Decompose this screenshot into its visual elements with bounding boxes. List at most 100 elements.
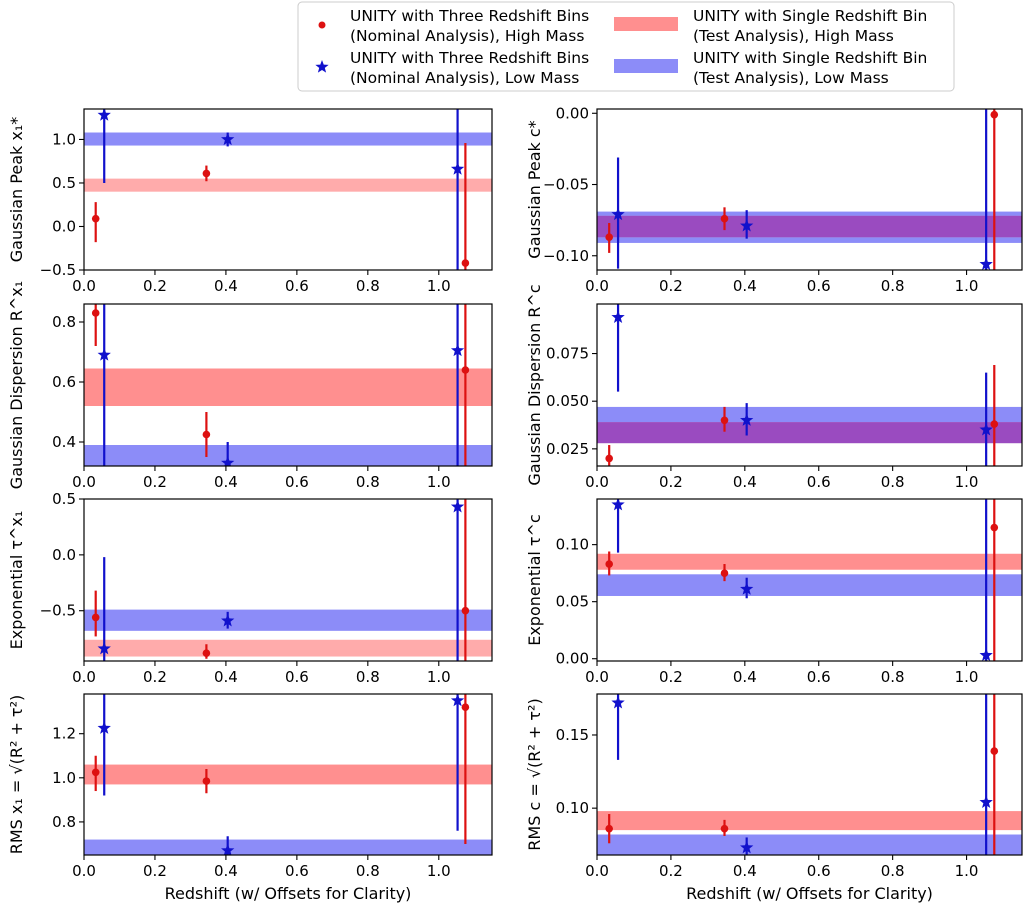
legend-label-low-mass-bins-line2: (Nominal Analysis), Low Mass [350,69,579,87]
data-point-low-mass [221,843,235,855]
y-tick-label: 0.025 [546,440,589,458]
x-tick-label: 0.4 [214,473,238,491]
y-tick-label: 0.075 [546,345,589,363]
x-tick-label: 0.8 [356,862,380,880]
x-tick-label: 0.2 [659,277,683,295]
axes-frame [83,303,493,467]
plot-area [84,694,492,855]
axes-frame [596,303,1023,467]
x-tick-label: 0.2 [143,668,167,686]
band-low-mass [84,609,492,631]
legend-swatch-low-mass-single-bin [614,59,678,73]
y-tick-label: −0.10 [543,247,589,265]
y-tick-label: 0.10 [556,799,589,817]
legend-label-low-mass-single-bin-line2: (Test Analysis), Low Mass [693,69,889,87]
y-tick-label: 1.0 [52,769,76,787]
plot-area [84,499,492,661]
plot-area [597,109,1022,270]
legend-label-low-mass-single-bin-line1: UNITY with Single Redshift Bin [693,49,927,67]
x-tick-label: 0.4 [733,277,757,295]
data-point-low-mass [221,132,235,146]
x-tick-label: 1.0 [427,473,451,491]
x-tick-label: 0.6 [285,473,309,491]
y-axis-label: Exponential τ^c [525,514,544,646]
x-tick-label: 1.0 [427,862,451,880]
x-tick-label: 0.0 [585,277,609,295]
data-point-high-mass [605,454,613,463]
data-point-low-mass [97,109,111,121]
data-point-high-mass [605,824,613,833]
axes-frame [596,693,1023,856]
y-tick-label: 0.0 [52,217,76,235]
data-point-high-mass [202,649,211,657]
x-tick-label: 1.0 [427,277,451,295]
data-point-low-mass [740,218,754,232]
x-tick-label: 0.2 [143,473,167,491]
legend: UNITY with Three Redshift Bins (Nominal … [297,1,955,92]
data-point-low-mass [740,840,754,854]
y-axis-label: Gaussian Dispersion R^c [525,284,544,485]
plot-area [84,109,492,270]
data-point-low-mass [97,348,111,361]
y-tick-label: 0.5 [52,174,76,192]
data-point-high-mass [720,569,729,577]
panel-top-left: 0.0 0.2 0.4 0.6 0.8 1.0−0.50.00.51.0Gaussian … [7,108,493,295]
band-low-mass [84,445,492,466]
x-tick-label: 0.8 [881,473,905,491]
data-point-high-mass [990,523,999,532]
legend-marker-low-mass-bins [315,60,329,73]
y-axis-label: RMS c = √(R² + τ²) [525,698,544,850]
panel-bottom-right: 0.0 0.2 0.4 0.6 0.8 1.0 0.10 0.15 RMS c = √(R² +… [525,693,1023,903]
x-tick-label: 0.8 [881,277,905,295]
x-tick-label: 0.8 [881,668,905,686]
data-point-high-mass [202,430,211,439]
y-tick-label: −0.5 [40,602,76,620]
data-point-low-mass [450,499,465,513]
band-overlap [597,422,1022,444]
plot-area [84,304,492,466]
x-tick-label: 0.0 [585,862,609,880]
data-point-high-mass [720,214,729,223]
legend-label-low-mass-bins-line1: UNITY with Three Redshift Bins [350,49,589,67]
plot-area [597,694,1022,855]
legend-label-high-mass-bins-line1: UNITY with Three Redshift Bins [350,7,589,25]
axes-frame [596,108,1023,271]
x-tick-label: 0.0 [585,473,609,491]
data-point-low-mass [450,162,465,175]
panel-third-left: 0.0 0.2 0.4 0.6 0.8 1.0 −0.5 0.0 0.5 Exponential … [7,490,493,686]
x-tick-label: 0.4 [733,862,757,880]
y-tick-label: 0.6 [52,373,76,391]
y-tick-label: −0.05 [543,176,589,194]
data-point-low-mass [450,343,465,357]
x-tick-label: 0.2 [143,277,167,295]
band-high-mass [597,811,1022,831]
data-point-low-mass [979,257,993,270]
x-tick-label: 1.0 [955,277,979,295]
x-tick-label: 0.4 [214,862,238,880]
y-tick-label: 0.15 [556,726,589,744]
y-axis-label: Gaussian Peak c* [525,120,544,258]
data-point-low-mass [611,310,625,323]
band-high-mass [84,639,492,657]
data-point-high-mass [990,747,999,755]
legend-label-high-mass-bins-line2: (Nominal Analysis), High Mass [350,27,584,45]
data-point-high-mass [461,606,470,615]
x-tick-label: 0.6 [807,862,831,880]
band-high-mass [84,178,492,192]
y-axis-label: RMS x₁ = √(R² + τ²) [7,695,26,854]
x-tick-label: 1.0 [955,473,979,491]
y-tick-label: −0.5 [40,261,76,279]
band-high-mass [597,553,1022,570]
y-tick-label: 0.05 [556,593,589,611]
data-point-low-mass [221,456,235,466]
x-tick-label: 0.4 [733,668,757,686]
legend-swatch-high-mass-single-bin [614,17,678,31]
y-tick-label: 0.00 [556,650,589,668]
data-point-high-mass [91,309,100,317]
y-tick-label: 1.0 [52,130,76,148]
panel-third-right: 0.0 0.2 0.4 0.6 0.8 1.0 0.00 0.05 0.10 Exponentia… [525,498,1023,686]
x-tick-label: 0.8 [356,277,380,295]
axes-frame [83,108,493,271]
data-point-low-mass [97,721,111,734]
band-low-mass [84,132,492,146]
